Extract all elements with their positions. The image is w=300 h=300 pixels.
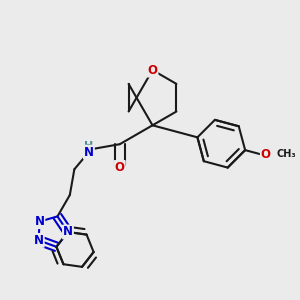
Text: O: O [115,161,125,174]
Text: N: N [84,146,94,159]
Text: N: N [34,215,44,228]
Text: O: O [261,148,271,161]
Text: CH₃: CH₃ [277,149,296,159]
Text: N: N [34,234,44,247]
Text: O: O [148,64,158,76]
Text: N: N [63,226,73,238]
Text: H: H [84,141,93,151]
